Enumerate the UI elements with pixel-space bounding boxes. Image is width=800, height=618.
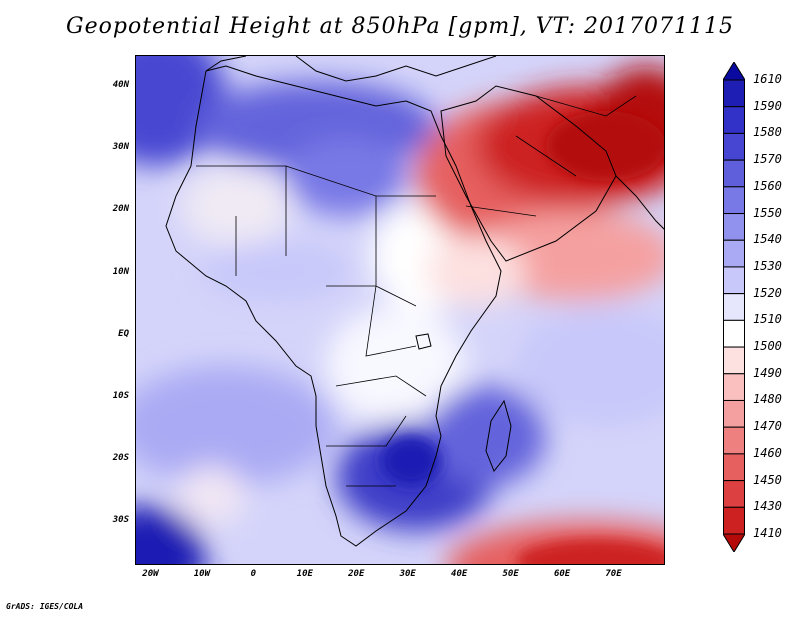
map-canvas	[136, 56, 664, 564]
lon-label-40e: 40E	[451, 569, 468, 579]
colorbar	[723, 62, 745, 552]
colorbar-level-1480: 1480	[753, 392, 782, 407]
colorbar-level-1550: 1550	[753, 205, 782, 220]
field-mozambique	[426, 386, 546, 486]
lake-victoria	[415, 333, 432, 350]
field-zimbabwe-core	[381, 436, 441, 486]
colorbar-level-1580: 1580	[753, 125, 782, 140]
lat-label-20s: 20S	[112, 453, 129, 464]
field-horn	[426, 236, 526, 306]
colorbar-level-1490: 1490	[753, 365, 782, 380]
grads-credit: GrADS: IGES/COLA	[6, 602, 84, 611]
field-sahara-white	[181, 166, 291, 246]
colorbar-box-6	[723, 213, 745, 241]
colorbar-level-1500: 1500	[753, 339, 782, 354]
colorbar-level-1530: 1530	[753, 258, 782, 273]
lat-label-40n: 40N	[112, 80, 129, 91]
colorbar-box-7	[723, 239, 745, 268]
colorbar-box-4	[723, 159, 745, 188]
lat-label-30n: 30N	[112, 142, 129, 153]
colorbar-level-1410: 1410	[753, 526, 782, 540]
colorbar-level-1450: 1450	[753, 472, 782, 487]
colorbar-top-triangle	[723, 62, 745, 81]
colorbar-level-1520: 1520	[753, 285, 782, 300]
lat-label-20n: 20N	[112, 204, 129, 215]
colorbar-level-1510: 1510	[753, 312, 782, 327]
lat-label-30s: 30S	[112, 515, 129, 526]
colorbar-box-1	[723, 79, 745, 108]
lat-label-10n: 10N	[112, 266, 129, 277]
lon-label-50e: 50E	[502, 569, 519, 579]
geopotential-map	[135, 55, 665, 565]
lon-label-20e: 20E	[348, 569, 365, 579]
lon-label-10e: 10E	[296, 569, 313, 579]
colorbar-box-16	[723, 480, 745, 508]
colorbar-box-8	[723, 266, 745, 295]
colorbar-level-1470: 1470	[753, 419, 782, 434]
map-title: Geopotential Height at 850hPa [gpm], VT:…	[66, 14, 734, 39]
field-iran-core	[546, 111, 664, 181]
field-central-africa	[326, 306, 466, 426]
coastline-europe	[205, 56, 497, 82]
colorbar-box-11	[723, 346, 745, 375]
colorbar-level-1610: 1610	[753, 72, 782, 86]
lon-label-20w: 20W	[142, 569, 159, 579]
colorbar-box-5	[723, 186, 745, 215]
coastline-madagascar	[485, 399, 512, 472]
field-libya	[286, 136, 406, 216]
lon-label-30e: 30E	[399, 569, 416, 579]
colorbar-box-2	[723, 106, 745, 134]
field-indian-ocean	[516, 306, 664, 426]
colorbar-box-12	[723, 373, 745, 401]
lon-label-60e: 60E	[553, 569, 571, 579]
colorbar-level-1590: 1590	[753, 98, 782, 113]
lon-label-0: 0	[250, 569, 257, 579]
colorbar-level-1460: 1460	[753, 445, 782, 460]
colorbar-bottom-triangle	[723, 533, 745, 552]
colorbar-level-1560: 1560	[753, 178, 782, 193]
colorbar-box-9	[723, 293, 745, 321]
colorbar-level-1570: 1570	[753, 152, 782, 167]
colorbar-box-13	[723, 399, 745, 428]
field-west-africa	[201, 241, 351, 301]
field-south-high	[176, 466, 246, 526]
colorbar-box-17	[723, 506, 745, 535]
coastline-india	[615, 175, 664, 230]
colorbar-box-14	[723, 426, 745, 455]
colorbar-box-3	[723, 132, 745, 161]
colorbar-level-1430: 1430	[753, 499, 782, 514]
field-sw-corner	[136, 506, 206, 564]
colorbar-box-10	[723, 319, 745, 348]
field-south-atlantic	[136, 366, 336, 486]
coastline-africa	[165, 65, 502, 547]
field-ocean-red-core	[516, 539, 664, 564]
border-lines	[196, 95, 637, 487]
lon-label-70e: 70E	[605, 569, 622, 579]
colorbar-level-1540: 1540	[753, 232, 782, 247]
lat-label-10s: 10S	[112, 391, 129, 402]
coastline-arabia	[440, 85, 617, 262]
colorbar-box-15	[723, 453, 745, 482]
lat-label-eq: EQ	[118, 328, 129, 339]
lon-label-10w: 10W	[193, 569, 211, 579]
